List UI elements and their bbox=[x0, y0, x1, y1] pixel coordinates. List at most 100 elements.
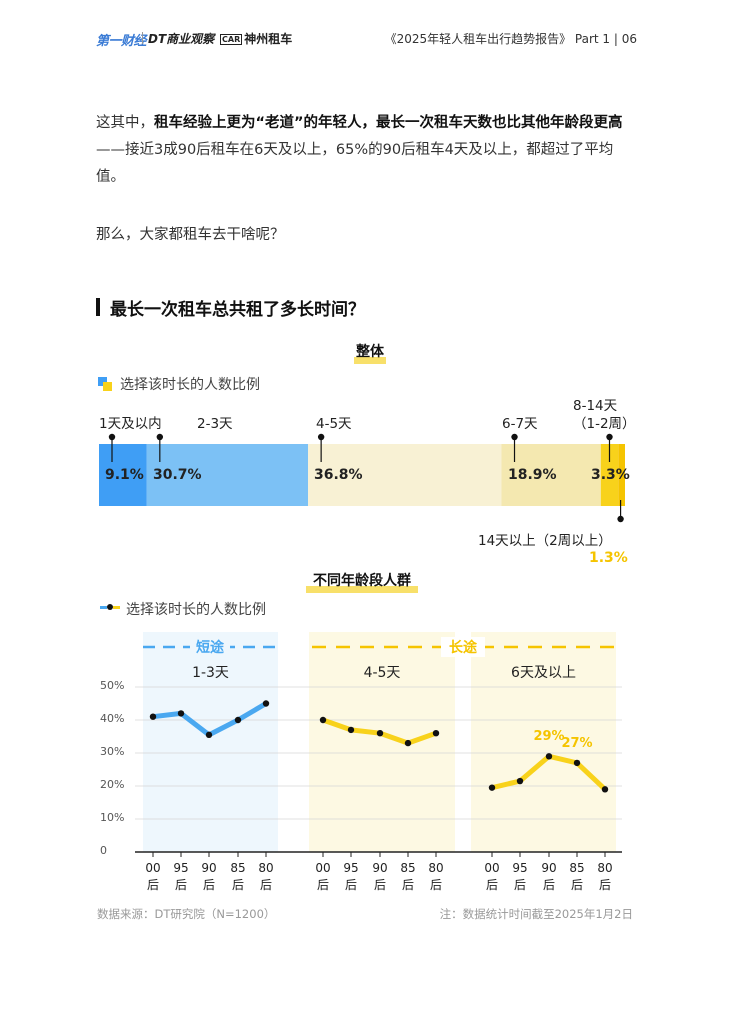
legend-square-icon bbox=[98, 377, 112, 391]
point-label: 27% bbox=[561, 735, 593, 751]
x-tick-label: 85 bbox=[569, 861, 585, 875]
bar-category-label: 1天及以内 bbox=[99, 416, 162, 432]
x-tick-label-suffix: 后 bbox=[146, 878, 159, 892]
overall-chart-title: 整体 bbox=[356, 344, 384, 360]
section-title-bar bbox=[96, 298, 100, 316]
bar-value-label: 9.1% bbox=[105, 467, 144, 483]
age-chart-title: 不同年龄段人群 bbox=[313, 573, 411, 589]
title-highlight bbox=[354, 357, 386, 364]
bar-segment bbox=[618, 444, 625, 506]
x-tick-label: 85 bbox=[400, 861, 416, 875]
bar-marker-dot bbox=[511, 433, 518, 441]
panel-background bbox=[309, 632, 455, 852]
x-tick-label: 00 bbox=[145, 861, 161, 875]
data-point bbox=[319, 716, 327, 724]
x-tick-label: 80 bbox=[597, 861, 613, 875]
x-tick-label: 00 bbox=[484, 861, 500, 875]
stack-segments bbox=[99, 433, 625, 523]
x-tick-label: 00 bbox=[315, 861, 331, 875]
bar-value-label: 18.9% bbox=[508, 467, 557, 483]
bar-marker-dot bbox=[108, 433, 116, 441]
x-tick-label: 90 bbox=[372, 861, 388, 875]
data-point bbox=[601, 786, 609, 793]
x-tick-label-suffix: 后 bbox=[202, 878, 215, 892]
data-point bbox=[432, 730, 440, 737]
bar-segment bbox=[308, 444, 502, 506]
point-label: 29% bbox=[533, 729, 565, 745]
report-title: 《2025年轻人租车出行趋势报告》 Part 1 | 06 bbox=[384, 32, 637, 46]
x-tick-label: 90 bbox=[541, 861, 557, 875]
bar-marker-dot bbox=[617, 515, 624, 523]
y-tick-label: 30% bbox=[100, 745, 125, 758]
first-finance-logo: 第一财经 bbox=[96, 34, 147, 49]
panel-background bbox=[143, 632, 278, 852]
overall-legend-label: 选择该时长的人数比例 bbox=[120, 377, 260, 393]
data-note: 注：数据统计时间截至2025年1月2日 bbox=[439, 907, 633, 921]
x-tick-label-suffix: 后 bbox=[401, 878, 414, 892]
bar-category-label: 4-5天 bbox=[316, 416, 352, 432]
y-tick-label: 50% bbox=[100, 679, 125, 692]
data-point bbox=[573, 759, 581, 767]
y-tick-label: 0 bbox=[100, 844, 107, 857]
bar-value-label: 3.3% bbox=[591, 467, 630, 483]
x-tick-label: 80 bbox=[428, 861, 444, 875]
x-tick-label-suffix: 后 bbox=[429, 878, 442, 892]
bar-value-label: 1.3% bbox=[589, 550, 628, 566]
p1-rest: ——接近3成90后租车在6天及以上，65%的90后租车4天及以上，都超过了平均值… bbox=[96, 142, 614, 185]
question-paragraph: 那么，大家都租车去干啥呢？ bbox=[96, 227, 285, 243]
line-chart-series bbox=[149, 700, 609, 793]
x-tick-label-suffix: 后 bbox=[231, 878, 244, 892]
x-tick-label: 95 bbox=[343, 861, 359, 875]
bar-category-label: 6-7天 bbox=[502, 416, 538, 432]
x-tick-label-suffix: 后 bbox=[373, 878, 386, 892]
group-label-long: 长途 bbox=[441, 637, 485, 657]
bar-category-label: 2-3天 bbox=[197, 416, 233, 432]
logo-cross: × bbox=[208, 31, 217, 42]
x-tick-label-suffix: 后 bbox=[174, 878, 187, 892]
bar-category-label: 8-14天 bbox=[573, 398, 618, 414]
data-point bbox=[376, 730, 384, 737]
car-inc-logo: CAR 神州租车 bbox=[220, 30, 292, 47]
header-divider bbox=[142, 32, 143, 44]
x-tick-label: 85 bbox=[230, 861, 246, 875]
section-title: 最长一次租车总共租了多长时间？ bbox=[110, 300, 365, 320]
dt-logo: DT商业观察 bbox=[148, 32, 215, 46]
data-point bbox=[404, 739, 412, 747]
series-title: 1-3天 bbox=[192, 665, 229, 681]
bar-segment bbox=[146, 444, 309, 506]
x-tick-label: 80 bbox=[258, 861, 274, 875]
bar-marker-dot bbox=[156, 433, 164, 441]
bar-segment bbox=[600, 444, 619, 506]
bar-segment bbox=[501, 444, 601, 506]
p1-bold: 租车经验上更为“老道”的年轻人，最长一次租车天数也比其他年龄段更高 bbox=[154, 115, 623, 131]
x-tick-label-suffix: 后 bbox=[344, 878, 357, 892]
car-mark: CAR bbox=[220, 34, 243, 45]
data-point bbox=[205, 731, 213, 739]
data-source: 数据来源：DT研究院（N=1200） bbox=[97, 907, 276, 921]
age-legend-label: 选择该时长的人数比例 bbox=[126, 602, 266, 618]
x-tick-label-suffix: 后 bbox=[542, 878, 555, 892]
car-inc-text: 神州租车 bbox=[244, 32, 293, 46]
legend-line-icon bbox=[100, 603, 122, 611]
data-point bbox=[488, 784, 496, 791]
x-tick-label-suffix: 后 bbox=[598, 878, 611, 892]
y-tick-label: 20% bbox=[100, 778, 125, 791]
data-point bbox=[347, 726, 355, 734]
line-chart-panels bbox=[143, 632, 616, 852]
bar-value-label: 36.8% bbox=[314, 467, 363, 483]
data-point bbox=[545, 753, 553, 760]
x-tick-label: 90 bbox=[201, 861, 217, 875]
p1-pre: 这其中， bbox=[96, 115, 154, 131]
x-tick-label: 95 bbox=[173, 861, 189, 875]
data-point bbox=[177, 710, 185, 717]
y-tick-label: 10% bbox=[100, 811, 125, 824]
data-point bbox=[262, 700, 270, 707]
data-point bbox=[149, 713, 157, 720]
bar-category-label: （1-2周） bbox=[573, 416, 636, 432]
x-tick-label-suffix: 后 bbox=[259, 878, 272, 892]
bar-marker-dot bbox=[317, 433, 325, 441]
data-point bbox=[516, 777, 524, 785]
x-tick-label: 95 bbox=[512, 861, 528, 875]
